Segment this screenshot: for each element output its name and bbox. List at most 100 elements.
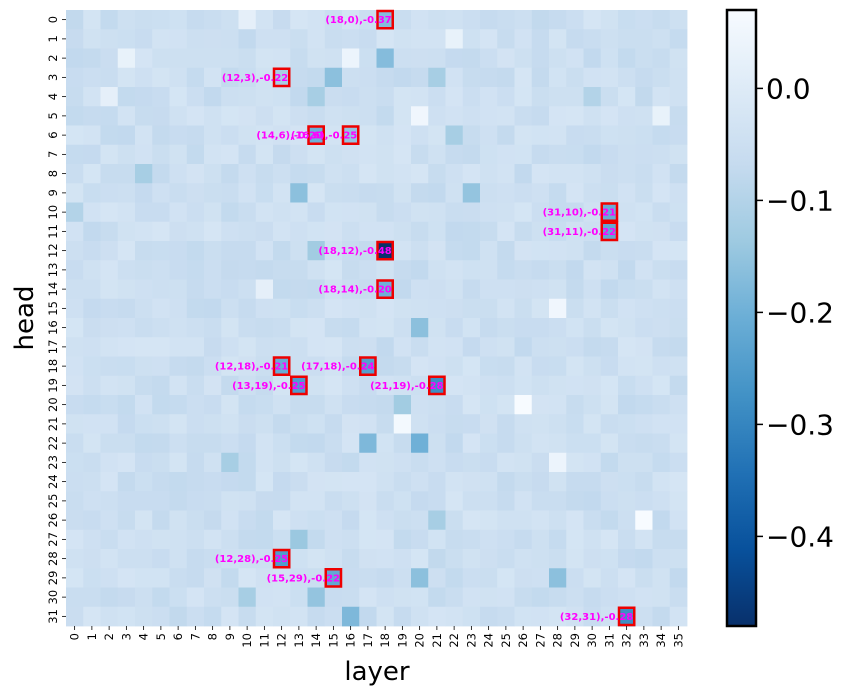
heatmap-cell	[152, 279, 170, 300]
heatmap-cell	[652, 337, 671, 357]
heatmap-cell	[669, 106, 688, 126]
heatmap-cell	[462, 472, 481, 492]
heatmap-cell	[100, 491, 119, 511]
heatmap-cell	[117, 356, 136, 377]
heatmap-cell	[204, 433, 222, 454]
heatmap-cell	[290, 529, 308, 550]
heatmap-cell	[324, 29, 343, 49]
heatmap-cell	[66, 279, 84, 300]
heatmap-cell	[307, 375, 326, 396]
heatmap-cell	[117, 414, 136, 434]
heatmap-cell	[307, 125, 326, 146]
heatmap-cell	[531, 48, 550, 69]
heatmap-cell	[566, 587, 584, 608]
y-tick-label: 23	[46, 455, 60, 470]
x-tick-label: 0	[68, 633, 82, 640]
heatmap-cell	[255, 433, 274, 454]
heatmap-cell	[618, 279, 636, 300]
heatmap-cell	[255, 106, 274, 126]
heatmap-cell	[307, 568, 326, 588]
heatmap-cell	[342, 144, 360, 165]
heatmap-cell	[428, 183, 446, 203]
heatmap-cell	[600, 606, 619, 627]
heatmap-cell	[169, 202, 188, 223]
heatmap-cell	[669, 472, 688, 492]
y-tick-label: 16	[46, 320, 60, 335]
heatmap-cell	[600, 106, 619, 126]
heatmap-cell	[221, 87, 239, 107]
heatmap-cell	[497, 48, 515, 69]
heatmap-cell	[186, 568, 205, 588]
heatmap-cell	[290, 318, 308, 338]
heatmap-cell	[204, 356, 222, 377]
heatmap-cell	[531, 510, 550, 531]
heatmap-cell	[186, 144, 205, 165]
heatmap-cell	[393, 318, 412, 338]
heatmap-cell	[428, 106, 446, 126]
heatmap-cell	[117, 164, 136, 184]
heatmap-cell	[221, 587, 239, 608]
heatmap-cell	[100, 433, 119, 454]
heatmap-cell	[376, 298, 395, 319]
heatmap-cell	[186, 29, 205, 49]
heatmap-cell	[359, 202, 377, 223]
heatmap-cell	[669, 452, 688, 473]
heatmap-cell	[376, 472, 395, 492]
y-tick-label: 19	[46, 378, 60, 393]
heatmap-cell	[445, 10, 464, 30]
heatmap-cell	[100, 221, 119, 242]
x-tick-label: 31	[602, 633, 616, 648]
heatmap-cell	[566, 202, 584, 223]
heatmap-cell	[480, 318, 498, 338]
heatmap-cell	[100, 298, 119, 319]
x-tick-label: 17	[361, 633, 375, 648]
heatmap-cell	[169, 529, 188, 550]
heatmap-cell	[100, 337, 119, 357]
heatmap-cell	[152, 298, 170, 319]
heatmap-cell	[514, 106, 533, 126]
heatmap-cell	[428, 202, 446, 223]
heatmap-cell	[411, 395, 429, 415]
heatmap-cell	[566, 87, 584, 107]
heatmap-cell	[497, 106, 515, 126]
heatmap-cell	[497, 10, 515, 30]
heatmap-cell	[255, 337, 274, 357]
heatmap-cell	[635, 568, 653, 588]
heatmap-cell	[411, 433, 429, 454]
heatmap-cell	[411, 67, 429, 88]
heatmap-cell	[135, 67, 153, 88]
heatmap-cell	[445, 549, 464, 569]
heatmap-cell	[652, 510, 671, 531]
heatmap-cell	[480, 183, 498, 203]
heatmap-cell	[669, 241, 688, 261]
heatmap-cell	[566, 337, 584, 357]
heatmap-cell	[135, 568, 153, 588]
heatmap-cell	[83, 221, 101, 242]
heatmap-cell	[324, 452, 343, 473]
heatmap-cell	[290, 279, 308, 300]
heatmap-cell	[652, 279, 671, 300]
heatmap-cell	[480, 125, 498, 146]
heatmap-cell	[255, 529, 274, 550]
x-tick-label: 35	[671, 633, 685, 648]
heatmap-cell	[462, 125, 481, 146]
heatmap-cell	[462, 279, 481, 300]
heatmap-cell	[342, 202, 360, 223]
heatmap-cell	[445, 241, 464, 261]
heatmap-cell	[117, 491, 136, 511]
heatmap-cell	[376, 375, 395, 396]
heatmap-cell	[462, 356, 481, 377]
heatmap-cell	[480, 144, 498, 165]
heatmap-cell	[255, 549, 274, 569]
heatmap-cell	[652, 395, 671, 415]
heatmap-cell	[445, 491, 464, 511]
heatmap-cell	[186, 279, 205, 300]
heatmap-cell	[169, 472, 188, 492]
heatmap-cell	[635, 106, 653, 126]
heatmap-cell	[635, 549, 653, 569]
heatmap-cell	[514, 29, 533, 49]
heatmap-cell	[462, 337, 481, 357]
heatmap-cell	[445, 472, 464, 492]
heatmap-cell	[393, 568, 412, 588]
